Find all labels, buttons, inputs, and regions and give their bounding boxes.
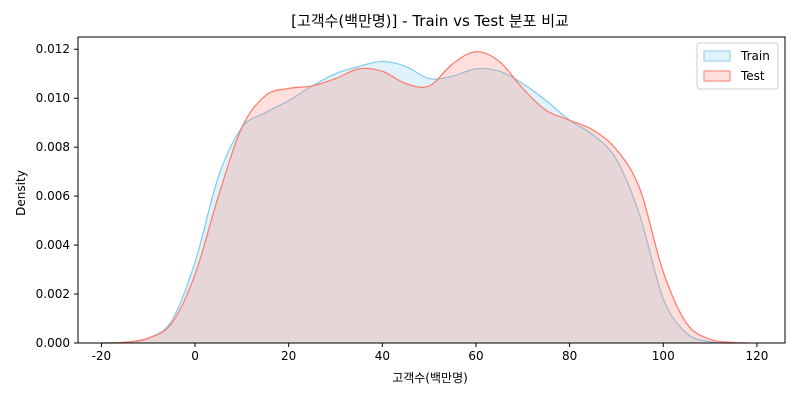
y-tick-label: 0.002 xyxy=(36,287,70,301)
chart-title: [고객수(백만명)] - Train vs Test 분포 비교 xyxy=(291,12,569,30)
legend-label-train: Train xyxy=(740,49,770,63)
legend-swatch-test xyxy=(703,70,731,82)
y-axis-label: Density xyxy=(14,170,28,216)
x-tick-label: 100 xyxy=(652,349,675,363)
x-tick-label: -20 xyxy=(92,349,112,363)
x-tick-label: 120 xyxy=(745,349,768,363)
series-line-train xyxy=(101,60,734,344)
y-tick-label: 0.010 xyxy=(36,91,70,105)
legend-swatch-train xyxy=(703,50,731,62)
x-tick-label: 80 xyxy=(562,349,577,363)
y-tick-label: 0.012 xyxy=(36,42,70,56)
x-tick-label: 0 xyxy=(191,349,199,363)
legend: Train Test xyxy=(696,42,779,90)
y-tick-label: 0.000 xyxy=(36,336,70,350)
plot-area xyxy=(101,51,748,344)
y-tick-label: 0.008 xyxy=(36,140,70,154)
x-axis-label: 고객수(백만명) xyxy=(392,371,468,385)
legend-label-test: Test xyxy=(740,69,765,83)
x-tick-label: 40 xyxy=(375,349,390,363)
series-line-test xyxy=(101,51,748,344)
y-tick-label: 0.006 xyxy=(36,189,70,203)
legend-box xyxy=(696,42,779,90)
x-tick-label: 60 xyxy=(468,349,483,363)
x-tick-label: 20 xyxy=(281,349,296,363)
series-area-test xyxy=(101,51,748,344)
plot-frame xyxy=(77,36,786,344)
series-area-train xyxy=(101,61,734,343)
y-tick-label: 0.004 xyxy=(36,238,70,252)
y-axis: 0.000 0.002 0.004 0.006 0.008 0.010 0.012 xyxy=(36,42,78,350)
x-axis: -20 0 20 40 60 80 100 120 xyxy=(92,343,768,363)
